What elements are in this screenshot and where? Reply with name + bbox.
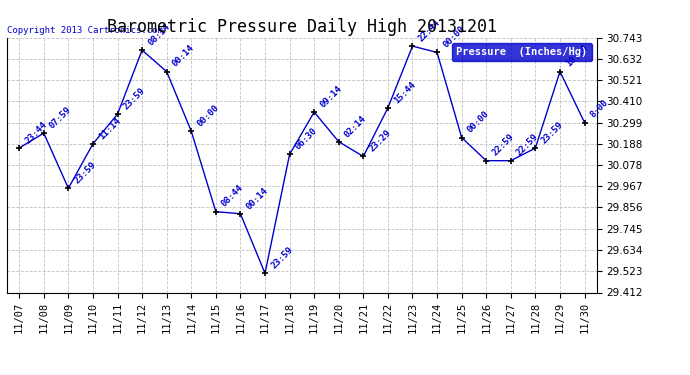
Text: 08:14: 08:14 xyxy=(146,22,172,47)
Text: 00:14: 00:14 xyxy=(244,186,270,211)
Text: 00:00: 00:00 xyxy=(441,24,466,50)
Text: 22:59: 22:59 xyxy=(491,132,515,158)
Text: 00:14: 00:14 xyxy=(171,44,196,69)
Text: 23:29: 23:29 xyxy=(368,128,393,154)
Text: 00:00: 00:00 xyxy=(466,110,491,135)
Text: 23:44: 23:44 xyxy=(23,120,49,145)
Text: 07:59: 07:59 xyxy=(48,105,73,130)
Text: 11:14: 11:14 xyxy=(97,116,122,141)
Text: 23:59: 23:59 xyxy=(121,86,147,111)
Text: Copyright 2013 Cartronics.com: Copyright 2013 Cartronics.com xyxy=(7,26,163,35)
Text: 23:59: 23:59 xyxy=(269,245,295,271)
Text: 08:44: 08:44 xyxy=(220,183,246,209)
Text: 06:30: 06:30 xyxy=(294,126,319,152)
Text: 22:44: 22:44 xyxy=(417,18,442,44)
Title: Barometric Pressure Daily High 20131201: Barometric Pressure Daily High 20131201 xyxy=(107,18,497,36)
Legend: Pressure  (Inches/Hg): Pressure (Inches/Hg) xyxy=(452,43,591,61)
Text: 23:59: 23:59 xyxy=(540,120,565,145)
Text: 22:59: 22:59 xyxy=(515,132,540,158)
Text: 10:14: 10:14 xyxy=(564,44,589,69)
Text: 15:44: 15:44 xyxy=(392,80,417,105)
Text: 02:14: 02:14 xyxy=(343,114,368,139)
Text: 8:00: 8:00 xyxy=(589,98,610,120)
Text: 00:00: 00:00 xyxy=(195,103,221,128)
Text: 09:14: 09:14 xyxy=(318,84,344,109)
Text: 23:59: 23:59 xyxy=(72,160,98,186)
